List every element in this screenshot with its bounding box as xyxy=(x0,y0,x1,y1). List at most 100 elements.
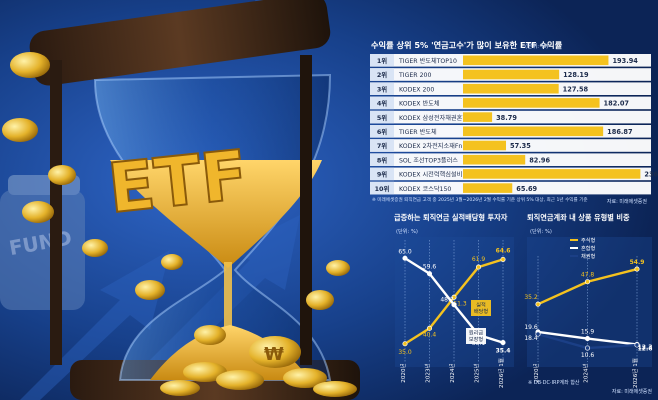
bar-chart: 수익률 상위 5% '연금고수'가 많이 보유한 ETF 수익률 (단위: %)… xyxy=(370,40,658,205)
bar-chart-unit: (단위: %) xyxy=(525,42,548,50)
bar-rank: 1위 xyxy=(377,56,387,65)
bar-value-label: 127.58 xyxy=(563,85,589,93)
data-label: 65.0 xyxy=(398,248,412,255)
series-point xyxy=(634,342,640,348)
hourglass-post-right xyxy=(300,55,312,365)
x-tick-label: 2023년 xyxy=(424,363,432,382)
data-label: 12.6 xyxy=(638,345,653,352)
bar xyxy=(463,55,609,66)
legend-label: 채권형 xyxy=(581,252,596,260)
bar-category-label: KODEX 시전력핵심설비 xyxy=(399,171,462,179)
x-tick-label: 2025년 xyxy=(473,363,481,382)
coin-jar: FUND xyxy=(0,175,85,310)
bar-row-bg xyxy=(370,110,651,124)
bar-chart-footnote: ※ 미래에셋증권 퇴직연금 고객 중 2025년 3월~2026년 2월 수익률… xyxy=(372,196,588,203)
bar-rank-cell xyxy=(370,153,394,166)
bar-rank: 6위 xyxy=(377,127,387,136)
x-tick-label: 2020년 xyxy=(399,363,407,382)
bar-rank: 2위 xyxy=(377,70,387,79)
bar xyxy=(463,140,507,151)
bar-rank: 8위 xyxy=(377,155,387,164)
series-point xyxy=(584,336,591,342)
series-point xyxy=(584,279,591,285)
bar-rank-cell xyxy=(370,139,394,152)
bar xyxy=(463,112,493,122)
series-point xyxy=(634,266,640,272)
coins: ₩ xyxy=(2,52,357,397)
bar-rank-cell xyxy=(370,181,394,195)
bar-category-label: TIGER 반도체TOP10 xyxy=(398,57,457,65)
bar xyxy=(463,83,559,94)
data-label: 35.0 xyxy=(398,349,412,356)
bar xyxy=(463,183,513,193)
bar xyxy=(463,69,560,80)
bar-category-label: KODEX 코스닥150 xyxy=(399,186,451,193)
bar-value-label: 82.96 xyxy=(529,156,550,164)
bar-rank-cell xyxy=(370,68,394,81)
hourglass-post-left xyxy=(50,60,62,365)
data-label: 19.6 xyxy=(524,324,538,331)
bar-rank: 3위 xyxy=(377,84,387,93)
series-point xyxy=(500,340,506,346)
data-label: 54.9 xyxy=(630,259,645,266)
bar-rank-cell xyxy=(370,82,394,95)
data-label: 35.4 xyxy=(496,348,511,355)
bar-chart-title: 수익률 상위 5% '연금고수'가 많이 보유한 ETF 수익률 xyxy=(371,40,563,50)
data-label: 64.6 xyxy=(496,247,511,254)
bar-rank-cell xyxy=(370,110,394,124)
bar-value-label: 186.87 xyxy=(607,128,633,136)
line-chart-2-unit: (단위: %) xyxy=(530,227,552,235)
series-point xyxy=(451,294,457,300)
data-label: 48.7 xyxy=(440,297,454,304)
bar-rank: 9위 xyxy=(377,170,387,179)
bar-value-label: 236.51 xyxy=(644,171,658,179)
bar-category-label: KODEX 2차전지소재Fn xyxy=(399,142,462,150)
data-label: 35.2 xyxy=(524,294,538,301)
data-label: 51.3 xyxy=(453,300,467,307)
bar-rank: 4위 xyxy=(377,99,387,108)
bar-value-label: 38.79 xyxy=(496,114,517,122)
x-tick-label: 2024년 xyxy=(448,363,456,382)
bar-row-bg xyxy=(370,139,651,152)
series-point xyxy=(402,255,408,261)
series-point xyxy=(451,302,457,308)
bar-category-label: TIGER 200 xyxy=(398,72,431,79)
hourglass-sand-top xyxy=(110,160,322,268)
line-chart-investors: 급증하는 퇴직연금 실적배당형 투자자 (단위: %) 2020년 2023년 20… xyxy=(394,213,514,388)
bar-value-label: 57.35 xyxy=(510,142,531,150)
legend-label: 주식형 xyxy=(581,236,596,244)
data-label: 18.4 xyxy=(524,335,538,342)
x-tick-label: 2026년 1월 xyxy=(497,358,505,388)
bar-rank: 10위 xyxy=(375,184,390,193)
line-chart-1-unit: (단위: %) xyxy=(396,227,418,235)
series-point xyxy=(426,271,433,277)
series-label-box xyxy=(471,300,491,316)
series-point xyxy=(535,301,541,307)
bar-chart-source: 자료: 미래에셋증권 xyxy=(607,198,647,205)
line-chart-2-footnote: ※ DB·DC·IRP계좌 합산 xyxy=(528,379,580,386)
bar-rank-cell xyxy=(370,125,394,138)
bar xyxy=(463,98,600,108)
data-label: 15.9 xyxy=(581,329,595,336)
currency-sign: ₩ xyxy=(264,344,284,365)
bar-rank-cell xyxy=(370,96,394,110)
bar-rank: 7위 xyxy=(377,141,387,150)
line-chart-2-source: 자료: 미래에셋증권 xyxy=(612,388,652,395)
line-chart-1-panel xyxy=(395,237,514,367)
bar-category-label: KODEX 200 xyxy=(399,86,434,93)
bar-value-label: 193.94 xyxy=(612,57,638,65)
series-point xyxy=(402,341,408,347)
series-point xyxy=(535,331,541,337)
series-name: 배당형 xyxy=(474,307,489,315)
series-name: 보장형 xyxy=(469,336,484,343)
series-name: 원리금 xyxy=(469,329,484,337)
x-tick-label: 2026년 1월 xyxy=(631,358,639,388)
bar-rank-cell xyxy=(370,167,394,181)
x-tick-label: 2020년 xyxy=(532,363,540,382)
bar-category-label: TIGER 반도체 xyxy=(398,128,437,136)
bar-value-label: 65.69 xyxy=(516,185,537,193)
hourglass-top-cap xyxy=(29,0,331,86)
legend-label: 혼합형 xyxy=(581,244,596,252)
bar xyxy=(463,169,641,179)
